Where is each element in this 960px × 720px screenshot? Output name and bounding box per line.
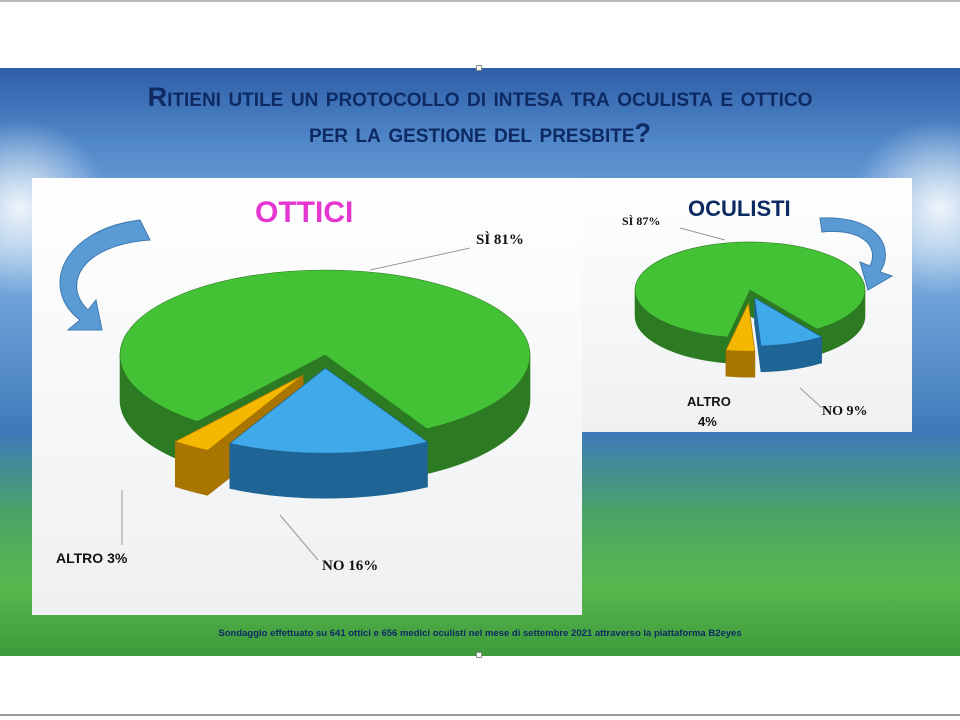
slide-title-line1: Ritieni utile un protocollo di intesa tr… — [147, 82, 813, 112]
pie-slice-altro — [725, 302, 756, 352]
resize-handle-bottom[interactable] — [476, 652, 482, 658]
curved-arrow-icon — [819, 217, 894, 291]
pie-slice-no — [229, 367, 429, 454]
ottici-pie — [119, 269, 531, 499]
curved-arrow-icon — [59, 219, 151, 331]
survey-footnote: Sondaggio effettuato su 641 ottici e 656… — [218, 628, 742, 639]
resize-handle-top[interactable] — [476, 65, 482, 71]
ottici-label-altro: ALTRO 3% — [56, 550, 128, 566]
ottici-heading: OTTICI — [255, 196, 354, 229]
oculisti-label-altro-value: 4% — [698, 414, 717, 429]
window-border-bottom — [0, 714, 960, 716]
ottici-label-no: NO 16% — [322, 558, 379, 574]
ottici-label-si: SÌ 81% — [476, 232, 524, 248]
pie-slice-edge-altro — [175, 441, 208, 496]
pie-slice-altro — [174, 374, 304, 451]
pie-slice-no — [754, 297, 823, 347]
oculisti-label-no: NO 9% — [822, 404, 868, 419]
pie-slice-si — [634, 241, 866, 338]
oculisti-heading: OCULISTI — [688, 196, 791, 221]
oculisti-label-si: SÌ 87% — [622, 214, 661, 228]
leader-line-no-oculisti — [799, 387, 823, 409]
oculisti-label-altro: ALTRO — [687, 394, 731, 409]
oculisti-pie — [634, 241, 866, 378]
slide-title-line2: per la gestione del presbite? — [308, 118, 652, 148]
leader-line-no-ottici — [279, 514, 319, 561]
window-border-top — [0, 0, 960, 2]
leader-line-si-oculisti — [679, 227, 726, 241]
pie-slice-si — [119, 269, 531, 430]
pie-slice-edge-altro — [725, 349, 756, 378]
leader-line-si-ottici — [369, 247, 471, 271]
